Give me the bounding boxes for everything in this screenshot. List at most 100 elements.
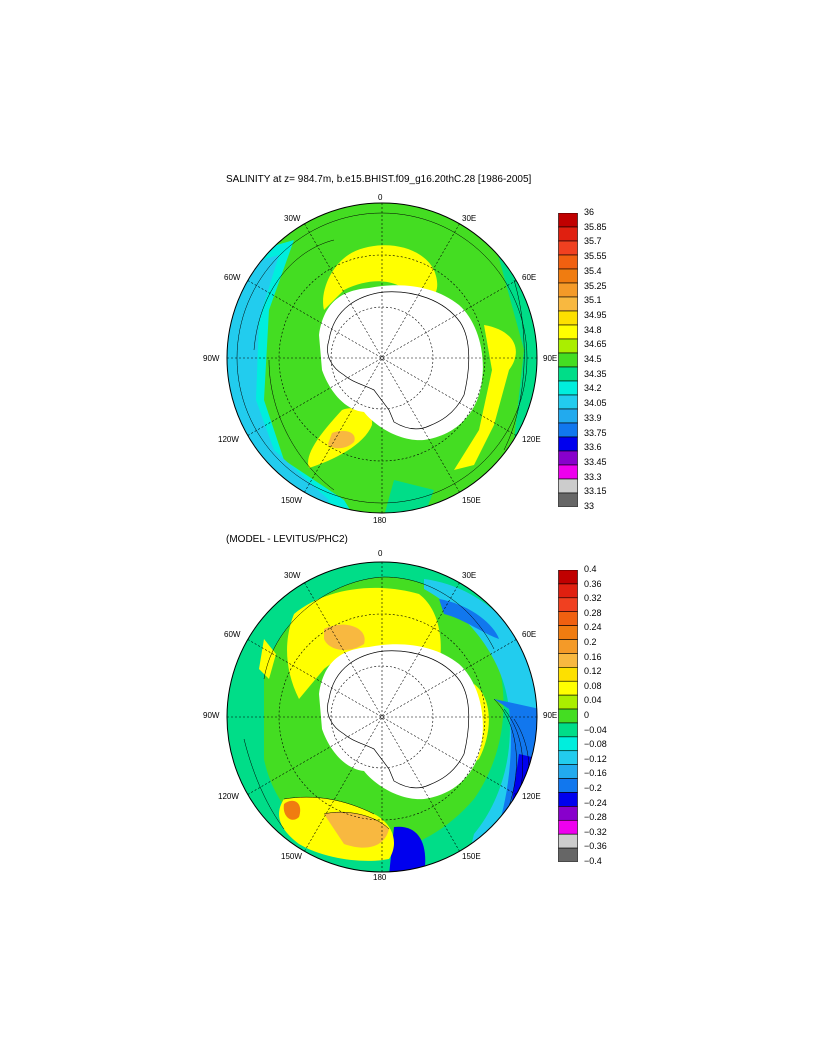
- lon-label-30e: 30E: [462, 571, 477, 580]
- difference-colorbar-swatch: [558, 722, 578, 738]
- lon-label-30w: 30W: [284, 571, 301, 580]
- map-title-salinity: SALINITY at z= 984.7m, b.e15.BHIST.f09_g…: [226, 174, 532, 185]
- lon-label-150e: 150E: [462, 852, 481, 861]
- salinity-colorbar-swatch: [558, 478, 578, 494]
- salinity-colorbar-swatch: [558, 254, 578, 270]
- difference-colorbar-label: 0.36: [584, 578, 602, 589]
- difference-colorbar-swatch: [558, 847, 578, 862]
- salinity-colorbar-label: 33.15: [584, 486, 607, 497]
- contour-line: [503, 279, 525, 451]
- salinity-colorbar-label: 34.05: [584, 398, 607, 409]
- salinity-colorbar-swatch: [558, 352, 578, 368]
- salinity-colorbar-label: 33.9: [584, 412, 602, 423]
- difference-colorbar-swatch: [558, 792, 578, 807]
- west-coast-anomaly: [259, 639, 276, 679]
- difference-colorbar-label: −0.2: [584, 783, 602, 793]
- salinity-colorbar-swatch: [558, 422, 578, 438]
- salinity-colorbar-label: 35.85: [584, 221, 607, 232]
- difference-colorbar-label: −0.12: [584, 753, 607, 764]
- difference-colorbar-label: 0.2: [584, 637, 597, 647]
- negative-anomaly-south: [389, 826, 426, 872]
- difference-colorbar-swatch: [558, 833, 578, 849]
- difference-polar-map: [226, 561, 538, 873]
- difference-colorbar-label: 0.16: [584, 651, 602, 662]
- yellow-band-east: [454, 325, 516, 470]
- difference-colorbar-label: 0.32: [584, 593, 602, 604]
- salinity-colorbar-label: 35.55: [584, 251, 607, 262]
- salinity-colorbar-swatch: [558, 226, 578, 242]
- lon-label-150w: 150W: [281, 496, 302, 505]
- difference-colorbar-label: −0.32: [584, 826, 607, 837]
- lon-label-150w: 150W: [281, 852, 302, 861]
- salinity-colorbar-label: 34.2: [584, 383, 602, 394]
- difference-colorbar-swatch: [558, 583, 578, 599]
- lon-label-90e: 90E: [543, 354, 558, 363]
- salinity-colorbar-swatch: [558, 268, 578, 284]
- difference-colorbar-label: −0.28: [584, 812, 607, 823]
- salinity-colorbar-label: 33.3: [584, 471, 602, 482]
- lon-label-180: 180: [373, 873, 387, 882]
- lon-label-90e: 90E: [543, 711, 558, 720]
- salinity-colorbar-swatch: [558, 436, 578, 452]
- yellow-band-north: [323, 245, 438, 310]
- salinity-colorbar-swatch: [558, 296, 578, 312]
- salinity-colorbar-swatch: [558, 380, 578, 396]
- salinity-colorbar-label: 33: [584, 501, 595, 511]
- positive-anomaly-west: [283, 800, 301, 820]
- difference-colorbar-label: 0: [584, 710, 590, 720]
- difference-colorbar-label: 0.24: [584, 622, 602, 633]
- salinity-colorbar-swatch: [558, 408, 578, 424]
- salinity-colorbar-label: 34.5: [584, 354, 602, 364]
- salinity-colorbar-swatch: [558, 213, 578, 228]
- difference-colorbar-label: −0.04: [584, 724, 607, 735]
- salinity-colorbar-label: 33.45: [584, 456, 607, 467]
- difference-colorbar-swatch: [558, 570, 578, 585]
- lon-label-0: 0: [378, 549, 383, 558]
- contour-line: [253, 239, 335, 351]
- difference-colorbar-label: 0.12: [584, 666, 602, 677]
- difference-colorbar-swatch: [558, 639, 578, 654]
- lon-label-90w: 90W: [203, 711, 220, 720]
- difference-colorbar-label: 0.08: [584, 680, 602, 691]
- lon-label-30e: 30E: [462, 214, 477, 223]
- salinity-colorbar-label: 33.75: [584, 427, 607, 438]
- difference-colorbar-swatch: [558, 778, 578, 793]
- salinity-colorbar-swatch: [558, 464, 578, 480]
- difference-colorbar-swatch: [558, 764, 578, 779]
- positive-anomaly-core-south: [324, 812, 389, 848]
- difference-colorbar-label: 0.28: [584, 607, 602, 618]
- difference-colorbar-swatch: [558, 806, 578, 821]
- lon-label-120e: 120E: [522, 792, 541, 801]
- difference-colorbar-swatch: [558, 653, 578, 668]
- difference-colorbar-swatch: [558, 708, 578, 724]
- graticule: [227, 203, 537, 513]
- lon-label-120w: 120W: [218, 792, 239, 801]
- salinity-colorbar-label: 35.7: [584, 236, 602, 247]
- salinity-colorbar-swatch: [558, 338, 578, 354]
- salinity-colorbar-label: 34.8: [584, 324, 602, 335]
- salinity-colorbar-swatch: [558, 324, 578, 340]
- map-boundary: [226, 561, 538, 873]
- salinity-colorbar-swatch: [558, 394, 578, 410]
- map-title-difference: (MODEL - LEVITUS/PHC2): [226, 534, 348, 545]
- contour-line: [268, 359, 335, 491]
- positive-anomaly-core-north: [324, 624, 365, 651]
- salinity-colorbar-label: 33.6: [584, 442, 602, 453]
- salinity-colorbar-label: 34.95: [584, 309, 607, 320]
- lon-label-180: 180: [373, 516, 387, 525]
- difference-colorbar-swatch: [558, 680, 578, 696]
- difference-colorbar-label: −0.36: [584, 841, 607, 852]
- salinity-colorbar-swatch: [558, 366, 578, 382]
- salinity-colorbar-swatch: [558, 492, 578, 507]
- salinity-colorbar-label: 35.4: [584, 265, 602, 276]
- lon-label-30w: 30W: [284, 214, 301, 223]
- lon-label-60e: 60E: [522, 630, 537, 639]
- difference-colorbar-swatch: [558, 694, 578, 710]
- graticule: [227, 562, 537, 872]
- antarctica: [327, 650, 470, 789]
- antarctica: [327, 291, 470, 430]
- difference-colorbar-swatch: [558, 667, 578, 682]
- salinity-polar-map: [226, 202, 538, 514]
- lon-label-90w: 90W: [203, 354, 220, 363]
- difference-colorbar-swatch: [558, 736, 578, 752]
